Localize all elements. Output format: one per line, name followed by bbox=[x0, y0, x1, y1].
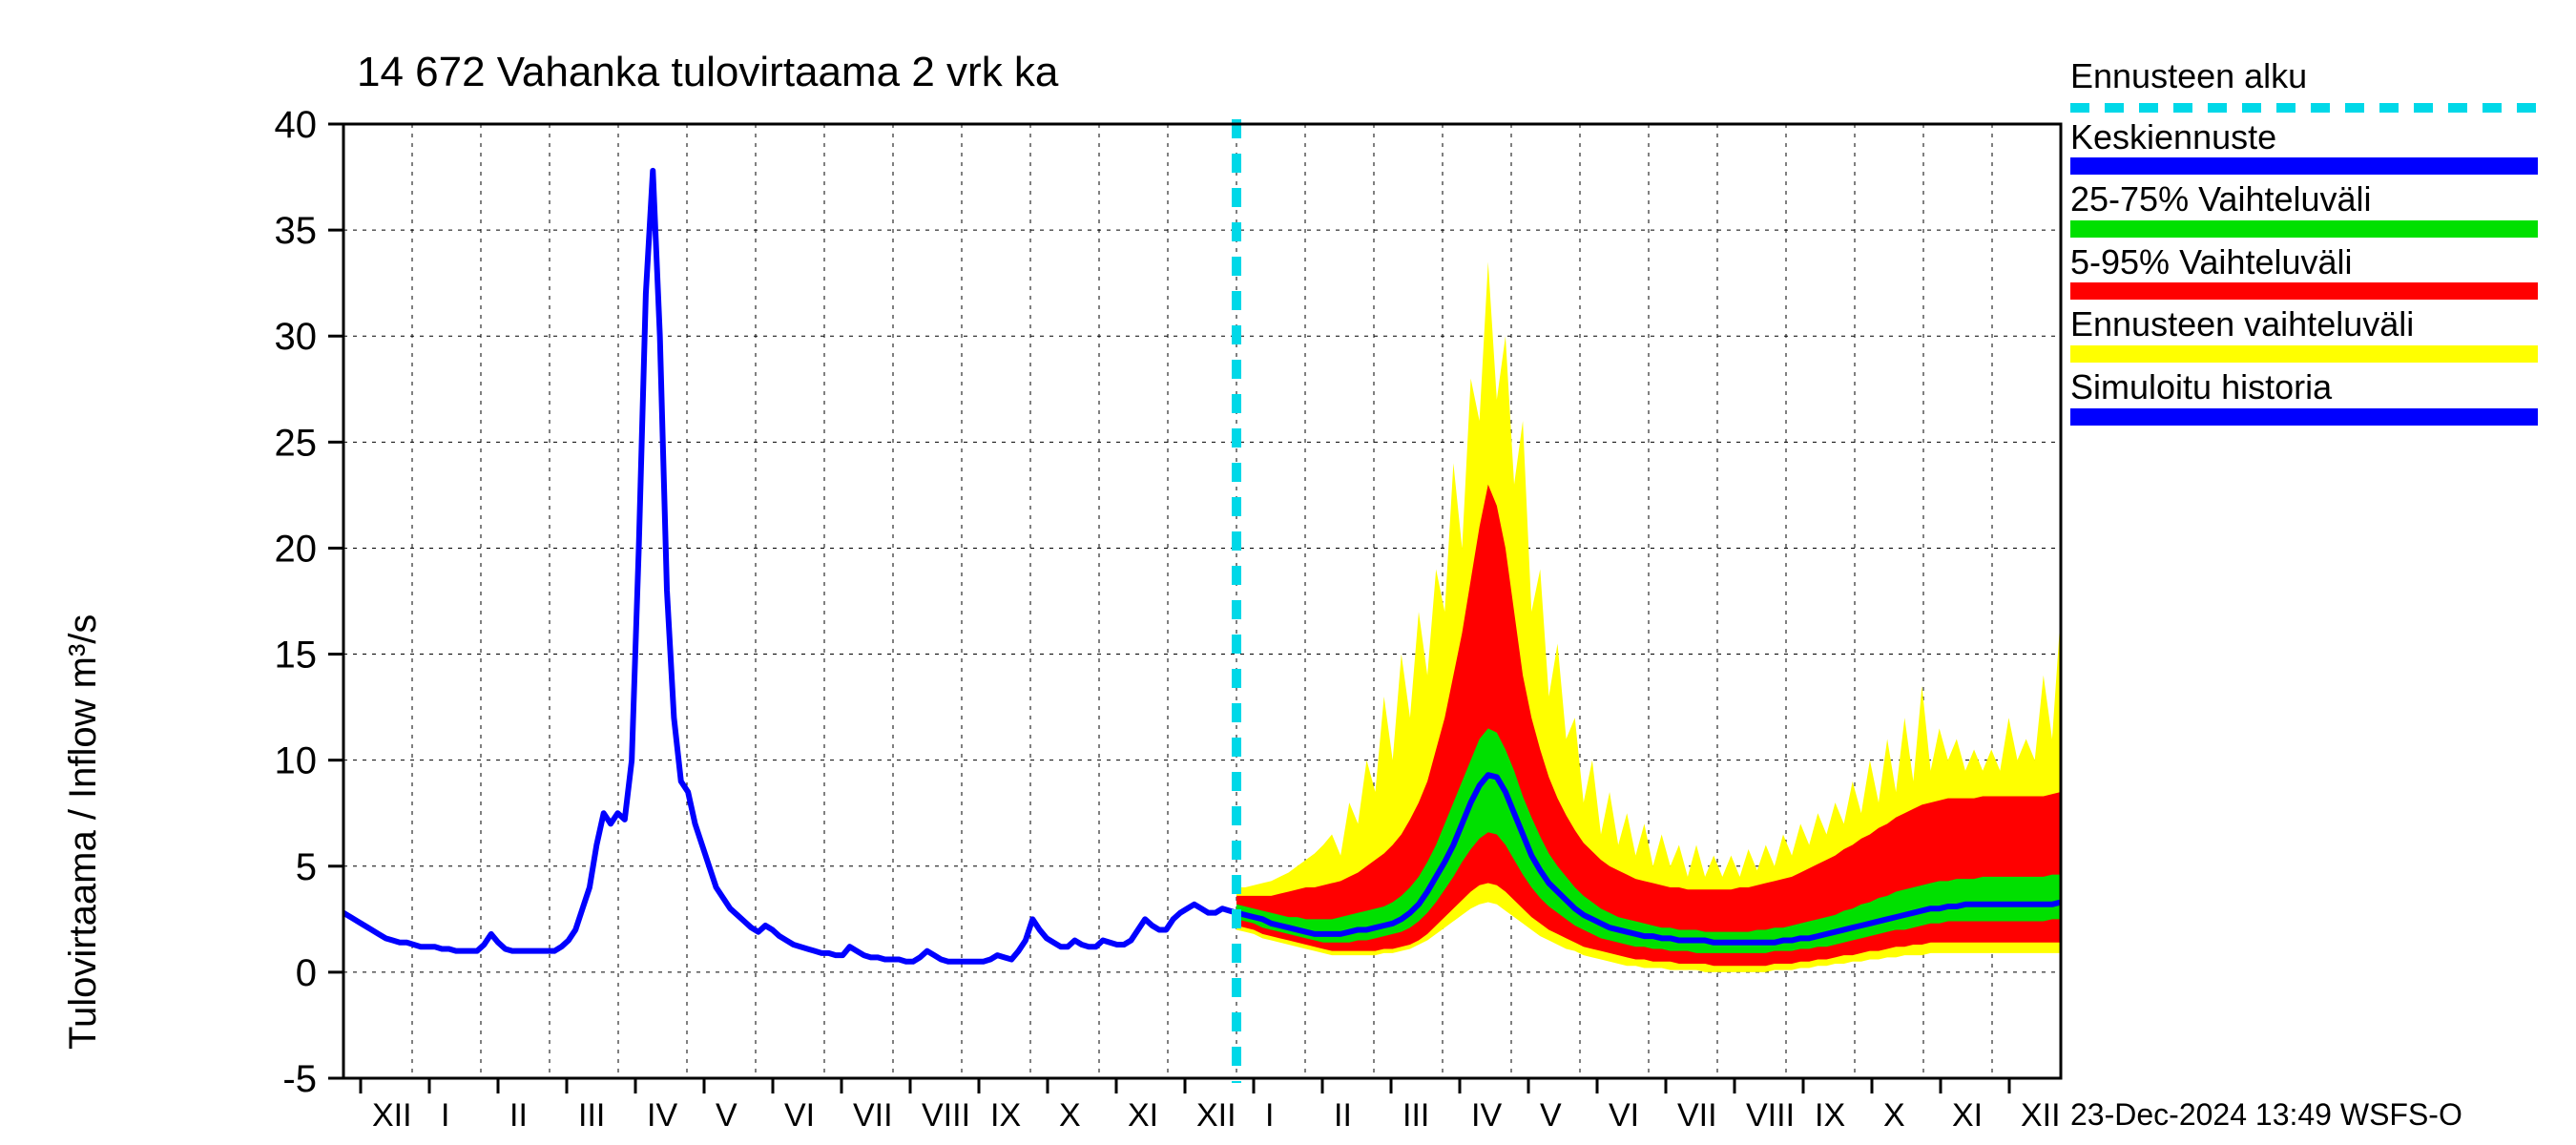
ytick-label: 5 bbox=[296, 846, 317, 888]
chart-title: 14 672 Vahanka tulovirtaama 2 vrk ka bbox=[357, 49, 1059, 95]
xtick-month: VIII bbox=[1746, 1097, 1795, 1134]
legend: Ennusteen alku Keskiennuste 25-75% Vaihtel… bbox=[2070, 57, 2538, 431]
xtick-month: V bbox=[716, 1097, 737, 1134]
footer-timestamp: 23-Dec-2024 13:49 WSFS-O bbox=[2070, 1097, 2462, 1133]
legend-swatch bbox=[2070, 220, 2538, 238]
legend-entry: Simuloitu historia bbox=[2070, 368, 2538, 426]
ytick-label: 0 bbox=[296, 952, 317, 994]
xtick-month: VII bbox=[853, 1097, 893, 1134]
xtick-month: VI bbox=[1609, 1097, 1639, 1134]
legend-swatch bbox=[2070, 157, 2538, 175]
xtick-month: IV bbox=[647, 1097, 677, 1134]
ytick-label: 15 bbox=[275, 635, 318, 677]
legend-label: Ennusteen alku bbox=[2070, 57, 2538, 95]
legend-label: 5-95% Vaihteluväli bbox=[2070, 243, 2538, 281]
xtick-month: IX bbox=[990, 1097, 1021, 1134]
legend-label: Simuloitu historia bbox=[2070, 368, 2538, 406]
xtick-month: VII bbox=[1677, 1097, 1717, 1134]
xtick-month: XII bbox=[1196, 1097, 1236, 1134]
ytick-label: -5 bbox=[282, 1058, 317, 1100]
forecast-bands bbox=[1236, 261, 2061, 971]
ytick-label: 10 bbox=[275, 740, 318, 782]
xtick-month: III bbox=[1402, 1097, 1429, 1134]
xtick-month: I bbox=[1265, 1097, 1274, 1134]
legend-label: 25-75% Vaihteluväli bbox=[2070, 180, 2538, 219]
xtick-month: I bbox=[441, 1097, 449, 1134]
ytick-label: 25 bbox=[275, 422, 318, 464]
legend-swatch bbox=[2070, 408, 2538, 426]
xtick-month: IX bbox=[1815, 1097, 1845, 1134]
legend-label: Keskiennuste bbox=[2070, 118, 2538, 156]
xtick-month: V bbox=[1540, 1097, 1562, 1134]
xtick-month: XI bbox=[1952, 1097, 1983, 1134]
legend-entry: 5-95% Vaihteluväli bbox=[2070, 243, 2538, 301]
chart-container: -50510152025303540XIIIIIIIIIVVVIVIIVIIII… bbox=[0, 0, 2576, 1145]
xtick-month: XII bbox=[2021, 1097, 2061, 1134]
legend-entry: 25-75% Vaihteluväli bbox=[2070, 180, 2538, 238]
legend-entry: Ennusteen alku bbox=[2070, 57, 2538, 113]
legend-swatch bbox=[2070, 103, 2538, 113]
xtick-month: XI bbox=[1128, 1097, 1158, 1134]
xtick-month: XII bbox=[372, 1097, 412, 1134]
legend-swatch bbox=[2070, 345, 2538, 363]
xtick-month: IV bbox=[1471, 1097, 1502, 1134]
legend-swatch bbox=[2070, 282, 2538, 300]
legend-entry: Keskiennuste bbox=[2070, 118, 2538, 176]
xtick-month: VI bbox=[784, 1097, 815, 1134]
y-axis-label: Tulovirtaama / Inflow m³/s bbox=[62, 614, 104, 1050]
legend-label: Ennusteen vaihteluväli bbox=[2070, 305, 2538, 344]
xtick-month: X bbox=[1883, 1097, 1905, 1134]
xtick-month: III bbox=[578, 1097, 605, 1134]
ytick-label: 40 bbox=[275, 104, 318, 146]
xtick-month: VIII bbox=[922, 1097, 970, 1134]
ytick-label: 20 bbox=[275, 528, 318, 570]
xtick-month: II bbox=[1334, 1097, 1352, 1134]
ytick-label: 30 bbox=[275, 316, 318, 358]
ytick-label: 35 bbox=[275, 210, 318, 252]
xtick-month: X bbox=[1059, 1097, 1081, 1134]
legend-entry: Ennusteen vaihteluväli bbox=[2070, 305, 2538, 363]
history-line bbox=[343, 171, 1236, 962]
xtick-month: II bbox=[509, 1097, 528, 1134]
